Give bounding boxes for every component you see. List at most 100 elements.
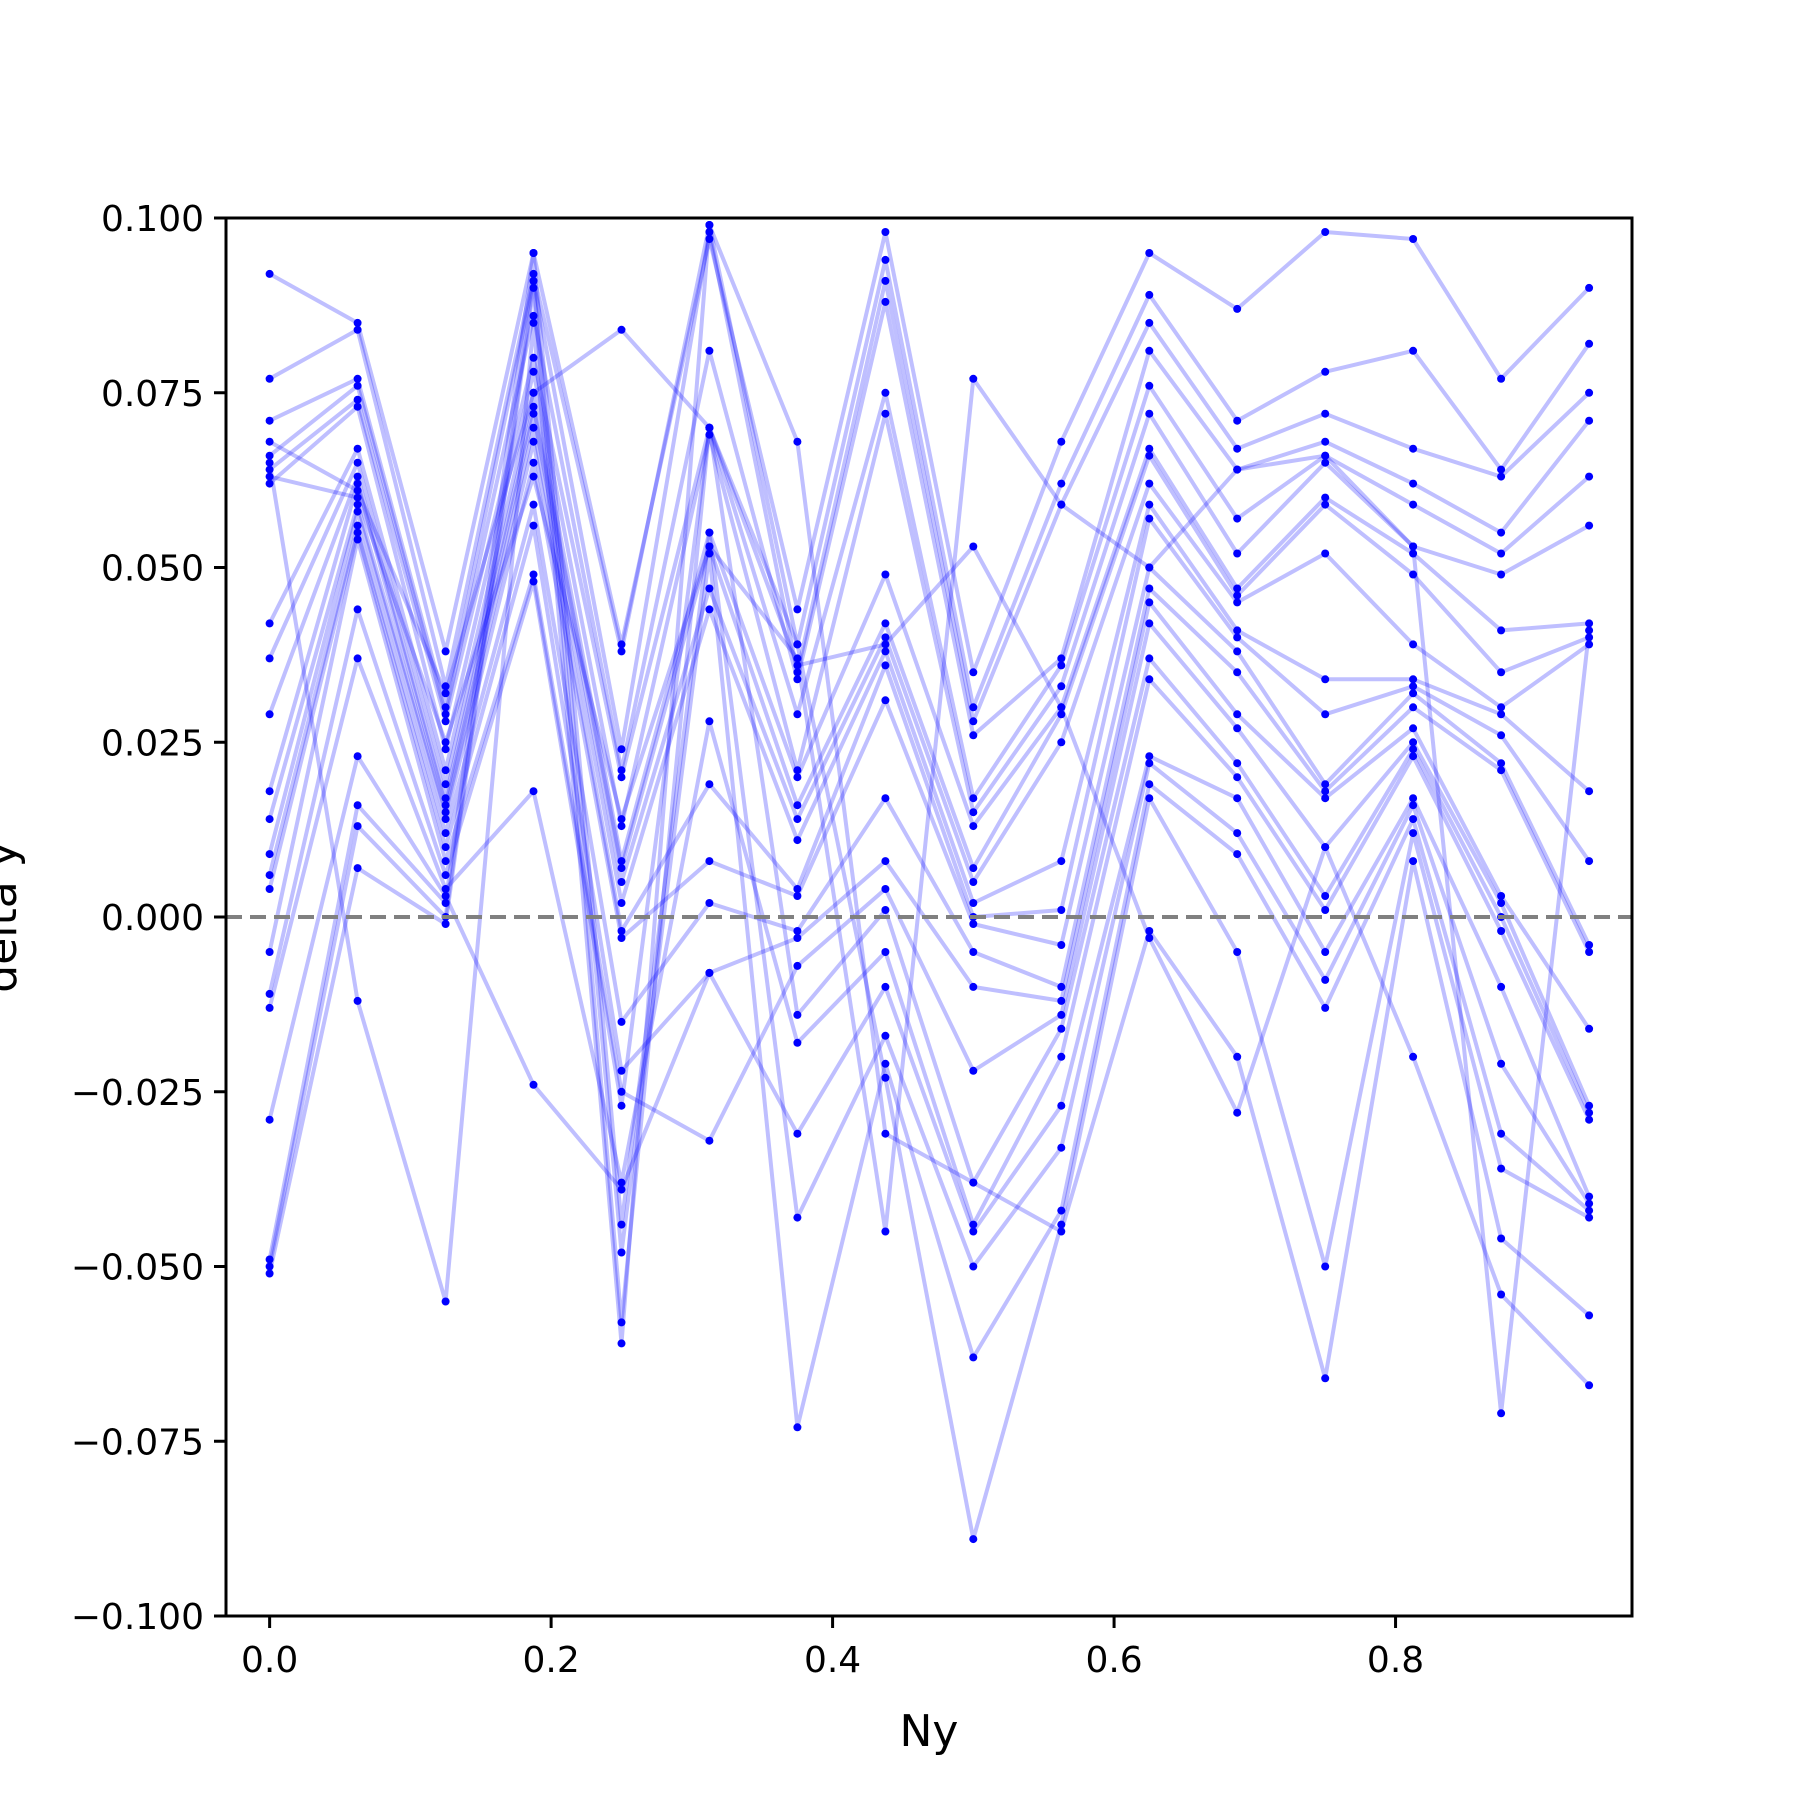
data-point: [441, 801, 450, 810]
data-point: [353, 493, 362, 502]
data-point: [969, 374, 978, 383]
data-point: [1233, 591, 1242, 600]
data-point: [1585, 1206, 1594, 1215]
data-point: [1321, 549, 1330, 558]
data-point: [705, 528, 714, 537]
data-point: [265, 815, 274, 824]
data-point: [1321, 892, 1330, 900]
data-point: [1585, 283, 1594, 292]
data-point: [1409, 444, 1418, 453]
data-point: [1057, 1206, 1066, 1215]
data-point: [529, 283, 538, 292]
data-point: [1233, 850, 1242, 859]
data-point: [617, 1087, 626, 1096]
data-point: [441, 808, 450, 817]
data-point: [617, 927, 626, 935]
y-axis-ticks: −0.100 −0.075 −0.050 −0.025 0.000 0.025 0.050 0…: [71, 199, 226, 1638]
data-point: [705, 584, 714, 593]
data-point: [1409, 815, 1418, 824]
data-point: [969, 982, 978, 991]
data-point: [441, 780, 450, 789]
data-point: [617, 766, 626, 775]
data-point: [529, 1080, 538, 1089]
data-point: [1409, 752, 1418, 761]
series-24: [265, 374, 1594, 1418]
data-point: [1321, 437, 1330, 446]
data-point: [353, 752, 362, 761]
data-point: [529, 472, 538, 481]
series-line: [268, 355, 1591, 801]
data-point: [793, 605, 802, 614]
y-tick-label: −0.075: [71, 1422, 204, 1463]
series-line: [268, 369, 1591, 829]
data-point: [441, 682, 450, 691]
data-point: [441, 885, 450, 893]
data-point: [1233, 1052, 1242, 1061]
series-18: [265, 752, 1594, 1236]
data-point: [881, 297, 890, 306]
data-point: [793, 437, 802, 446]
data-point: [353, 374, 362, 383]
data-point: [1233, 416, 1242, 425]
data-point: [1497, 549, 1506, 558]
data-point: [1145, 563, 1154, 572]
series-line: [267, 285, 1591, 1542]
data-point: [1409, 346, 1418, 355]
data-point: [1321, 675, 1330, 684]
data-point: [529, 249, 538, 257]
series-line: [267, 754, 1591, 1234]
data-point: [705, 857, 714, 866]
data-point: [793, 661, 802, 670]
data-point: [265, 465, 274, 474]
data-point: [969, 731, 978, 740]
data-point: [1497, 1164, 1506, 1173]
data-point: [1321, 500, 1330, 509]
data-point: [265, 850, 274, 859]
series-line: [267, 656, 1591, 1227]
series-line: [267, 390, 1590, 864]
data-point: [969, 542, 978, 551]
data-point: [617, 1220, 626, 1229]
data-point: [881, 228, 890, 236]
data-point: [881, 640, 890, 649]
data-point: [1497, 766, 1506, 775]
data-point: [881, 647, 890, 656]
data-point: [793, 710, 802, 719]
data-point: [265, 1115, 274, 1124]
x-tick-label: 0.4: [804, 1640, 861, 1681]
data-point: [1057, 1010, 1066, 1019]
data-point: [969, 948, 978, 956]
data-point: [529, 423, 538, 432]
data-point: [881, 1227, 890, 1236]
series-17: [265, 654, 1594, 1229]
data-point: [969, 703, 978, 712]
data-point: [441, 1297, 450, 1306]
x-tick-label: 0.2: [522, 1640, 579, 1681]
data-point: [1409, 570, 1418, 579]
data-point: [353, 507, 362, 516]
data-point: [1585, 948, 1594, 956]
data-point: [705, 899, 714, 907]
data-point: [1585, 626, 1594, 635]
data-point: [1145, 675, 1154, 684]
data-point: [1233, 759, 1242, 768]
data-point: [1409, 794, 1418, 803]
data-point: [353, 472, 362, 481]
data-point: [969, 1227, 978, 1236]
data-point: [265, 1255, 274, 1264]
data-point: [617, 1017, 626, 1026]
data-point: [1409, 689, 1418, 698]
data-point: [793, 1038, 802, 1047]
data-point: [1497, 570, 1506, 579]
series-line: [267, 460, 1591, 947]
series-line: [268, 223, 1591, 710]
data-point: [617, 1066, 626, 1075]
data-point: [265, 948, 274, 956]
data-point: [1585, 640, 1594, 649]
data-point: [1585, 472, 1594, 481]
data-point: [1233, 465, 1242, 474]
data-point: [1497, 1290, 1506, 1299]
data-point: [265, 269, 274, 278]
data-point: [1585, 633, 1594, 642]
